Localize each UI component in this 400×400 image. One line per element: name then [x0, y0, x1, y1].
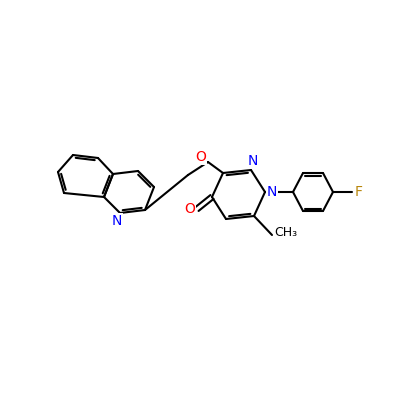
Text: N: N: [248, 154, 258, 168]
Text: N: N: [267, 185, 277, 199]
Text: CH₃: CH₃: [274, 226, 298, 240]
Text: N: N: [112, 214, 122, 228]
Text: F: F: [355, 185, 363, 199]
Text: O: O: [196, 150, 206, 164]
Text: O: O: [184, 202, 196, 216]
